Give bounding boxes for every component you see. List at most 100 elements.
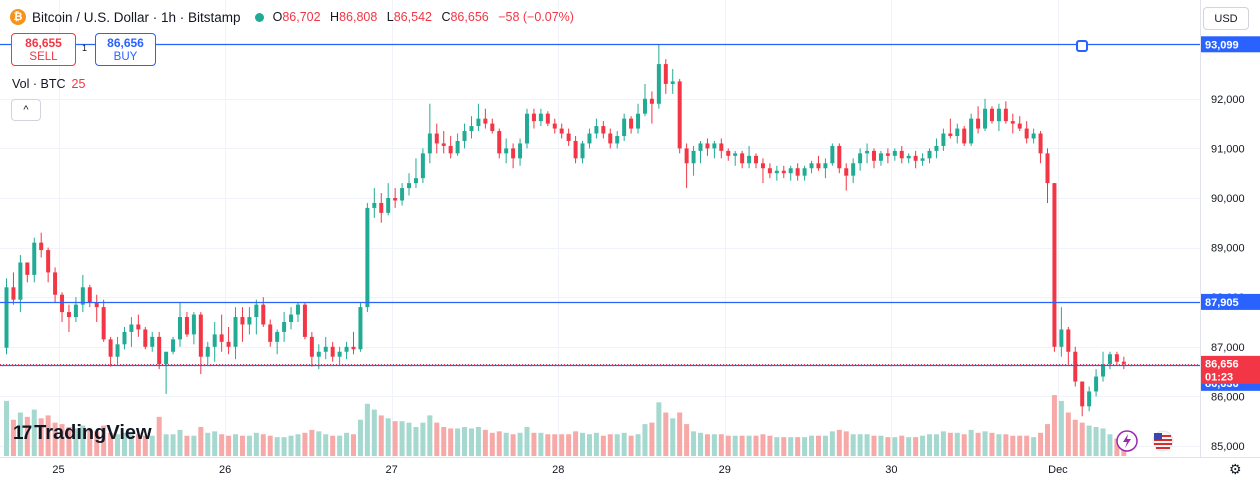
price-tick-label: 89,000 (1211, 243, 1245, 255)
candle (157, 331, 162, 370)
candle-body (885, 153, 890, 156)
volume-bar (746, 435, 752, 456)
candle-body (538, 113, 543, 122)
collapse-legend-button[interactable]: ^ (11, 99, 41, 121)
volume-bar (1093, 427, 1099, 456)
candle-body (774, 170, 779, 174)
volume-bar (913, 437, 919, 456)
candle-body (712, 143, 717, 149)
candle (747, 145, 752, 169)
candle-body (143, 329, 148, 347)
volume-bar (295, 434, 301, 456)
candle (178, 302, 182, 347)
candle (330, 341, 335, 362)
volume-bar (163, 434, 169, 456)
candle-body (122, 331, 127, 345)
time-axis[interactable]: 25 26 27 28 29 30 Dec (52, 464, 1068, 476)
volume-bar (510, 434, 516, 456)
sell-price: 86,655 (25, 35, 62, 50)
candle (282, 312, 287, 342)
candle-body (976, 118, 981, 129)
volume-bar (73, 428, 79, 456)
us-flag-icon[interactable] (1152, 430, 1174, 452)
candle-body (268, 324, 273, 342)
candle-body (247, 317, 252, 325)
candle-body (46, 250, 51, 273)
candle-body (101, 307, 106, 340)
volume-bar (1079, 422, 1085, 456)
time-tick-label: 25 (52, 464, 64, 476)
buy-button[interactable]: 86,656 BUY (95, 33, 156, 66)
sell-button[interactable]: 86,655 SELL (11, 33, 76, 66)
horizontal-lines[interactable] (0, 43, 1201, 367)
market-status-icon[interactable] (254, 12, 264, 22)
volume-bar (205, 432, 211, 456)
volume-bar (87, 429, 93, 456)
candle-body (129, 324, 134, 332)
candle-body (1003, 108, 1008, 122)
volume-bar (239, 435, 245, 456)
volume-bar (378, 415, 384, 456)
volume-bar (45, 415, 51, 456)
candle-body (115, 344, 120, 357)
candle (844, 163, 849, 191)
volume-bar (475, 427, 481, 456)
candle (476, 103, 481, 132)
symbol-title[interactable]: Bitcoin / U.S. Dollar · 1h · Bitstamp (32, 9, 241, 25)
candle-body (809, 163, 814, 169)
candle-body (962, 128, 967, 144)
candle-body (302, 304, 307, 337)
candle-body (733, 153, 738, 156)
volume-bar (31, 409, 37, 456)
tradingview-logo[interactable]: 17 TradingView (13, 422, 152, 445)
price-axis[interactable]: 85,00086,00087,00088,00089,00090,00091,0… (1211, 94, 1245, 453)
candle (885, 148, 890, 164)
candle-body (309, 336, 314, 357)
ai-icon[interactable] (1116, 430, 1138, 452)
candle (559, 123, 564, 139)
candle-body (1017, 123, 1022, 129)
change-value: −58 (−0.07%) (498, 10, 574, 24)
volume-bar (1100, 428, 1106, 456)
candle (851, 158, 856, 184)
line-drag-handle[interactable] (1076, 40, 1088, 52)
gear-icon[interactable]: ⚙ (1229, 461, 1242, 477)
candle (1066, 326, 1071, 365)
volume-bar (663, 412, 669, 456)
candle (719, 138, 724, 159)
volume-bar (878, 435, 884, 456)
candle-body (448, 145, 453, 154)
currency-button[interactable]: USD (1203, 7, 1249, 30)
open-key: O (272, 10, 283, 24)
candle (254, 299, 259, 335)
candle (66, 304, 71, 332)
volume-bar (455, 428, 461, 456)
candle (191, 312, 196, 345)
volume-bar (441, 427, 447, 456)
candle (684, 143, 689, 189)
candle (531, 108, 536, 129)
line-handle[interactable] (1076, 40, 1088, 52)
price-tag-text: 87,905 (1205, 297, 1239, 309)
volume-bar (38, 418, 44, 456)
volume-bar (17, 412, 23, 456)
high-key: H (330, 10, 340, 24)
candle (289, 307, 294, 330)
candle (150, 331, 155, 352)
volume-bar (10, 419, 16, 456)
candle (698, 140, 703, 164)
volume-bar (947, 432, 953, 456)
candle (441, 131, 446, 154)
volume-bar (718, 434, 724, 456)
candle-body (1101, 364, 1106, 377)
volume-bar (767, 435, 773, 456)
volume-bar (59, 424, 65, 456)
candle-body (636, 113, 641, 129)
candle-body (816, 163, 821, 169)
candle (969, 113, 974, 146)
volume-bar (906, 437, 912, 456)
volume-bar (586, 434, 592, 456)
candle (25, 262, 30, 283)
